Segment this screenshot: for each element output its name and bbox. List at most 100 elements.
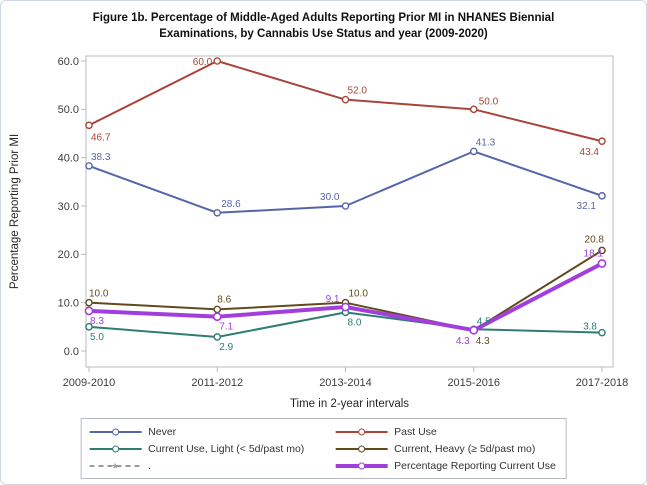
- circle-marker-icon: [357, 428, 365, 435]
- x-tick-label: 2009-2010: [63, 377, 116, 389]
- x-tick-label: 2015-2016: [447, 377, 500, 389]
- legend-item: Current Use, Light (< 5d/past mo): [89, 440, 335, 457]
- data-point-marker: [85, 121, 93, 130]
- data-point-label: 3.8: [583, 322, 597, 333]
- series-0: [85, 147, 606, 217]
- y-tick-label: 50.0: [58, 104, 79, 116]
- data-point-label: 43.4: [580, 147, 600, 158]
- legend-item: *.: [89, 457, 335, 475]
- series-labels-1: 46.7 60.0 52.0 50.0 43.4: [91, 57, 599, 158]
- data-point-label: 32.1: [577, 201, 597, 212]
- data-point-label: 4.3: [476, 336, 490, 347]
- data-point-label: 18.1: [584, 249, 604, 260]
- legend-item: Current, Heavy (≥ 5d/past mo): [335, 440, 556, 457]
- data-point-label: 8.0: [348, 317, 362, 328]
- y-tick-label: 20.0: [58, 249, 79, 261]
- data-point-marker: [598, 328, 606, 337]
- data-point-label: 8.6: [217, 294, 231, 305]
- series-labels-3: 10.0 8.6 10.0 4.3 20.8: [89, 234, 604, 347]
- data-point-marker: [85, 162, 93, 170]
- data-point-label: 41.3: [476, 137, 496, 148]
- data-point-label: 4.3: [456, 336, 470, 347]
- legend-item: Percentage Reporting Current Use: [335, 457, 556, 474]
- data-point-marker: [598, 246, 606, 255]
- data-point-marker: [469, 147, 478, 156]
- y-axis: 0.0 10.0 20.0 30.0 40.0 50.0 60.0: [58, 56, 86, 358]
- series-1: [85, 57, 606, 146]
- data-point-label: 30.0: [320, 192, 340, 203]
- data-point-label: 10.0: [349, 289, 369, 300]
- data-point-label: 2.9: [219, 342, 233, 353]
- circle-marker-icon: [111, 445, 119, 452]
- x-tick-label: 2017-2018: [576, 377, 629, 389]
- data-point-label: 5.0: [90, 332, 104, 343]
- legend-label: Never: [148, 425, 177, 438]
- line-marker-swatch: [335, 443, 388, 455]
- y-tick-label: 60.0: [58, 56, 79, 68]
- data-point-marker: [469, 105, 478, 114]
- circle-marker-icon: [357, 462, 365, 469]
- line-marker-swatch: [89, 443, 142, 455]
- data-point-label: 38.3: [91, 152, 111, 163]
- y-axis-title: Percentage Reporting Prior MI: [9, 134, 21, 289]
- line-marker-swatch: [89, 426, 142, 438]
- series-labels-0: 38.3 28.6 30.0 41.3 32.1: [91, 137, 596, 211]
- data-point-label: 7.1: [219, 322, 233, 333]
- legend-label: Past Use: [394, 425, 437, 438]
- data-point-label: 28.6: [221, 199, 241, 210]
- legend-label: Percentage Reporting Current Use: [394, 459, 556, 472]
- data-point-marker: [85, 323, 93, 331]
- series-line: [88, 261, 603, 333]
- series-line: [88, 249, 603, 332]
- asterisk-marker-icon: *: [112, 459, 118, 475]
- data-point-label: 52.0: [348, 86, 368, 97]
- chart-title: Figure 1b. Percentage of Middle-Aged Adu…: [92, 12, 555, 41]
- data-point-marker: [598, 137, 606, 146]
- data-point-marker: [85, 298, 93, 307]
- circle-marker-icon: [111, 428, 119, 435]
- data-point-marker: [213, 208, 222, 217]
- x-axis-title: Time in 2-year intervals: [290, 398, 409, 410]
- plot-frame: [85, 55, 614, 368]
- y-tick-label: 30.0: [58, 201, 79, 213]
- data-point-marker: [598, 192, 606, 200]
- legend-label: Current, Heavy (≥ 5d/past mo): [394, 442, 536, 455]
- series-labels-2: 5.0 2.9 8.0 4.5 3.8: [90, 316, 597, 353]
- data-point-label: 4.5: [477, 316, 491, 327]
- line-marker-swatch: [335, 460, 388, 472]
- legend-label: Current Use, Light (< 5d/past mo): [148, 442, 305, 455]
- data-point-marker: [597, 259, 607, 268]
- data-point-label: 8.3: [90, 316, 104, 327]
- data-point-marker: [341, 302, 350, 312]
- line-marker-swatch: [335, 426, 388, 438]
- plot-area: 0.0 10.0 20.0 30.0 40.0 50.0 60.0 2009-2010 2011…: [9, 55, 629, 410]
- data-point-label: 50.0: [479, 96, 499, 107]
- y-tick-label: 40.0: [58, 152, 79, 164]
- x-tick-label: 2013-2014: [319, 377, 372, 389]
- legend-label: .: [148, 459, 152, 472]
- data-point-marker: [469, 325, 479, 335]
- data-point-label: 46.7: [91, 132, 111, 143]
- data-point-marker: [213, 333, 222, 341]
- y-tick-label: 10.0: [58, 297, 79, 309]
- legend-item: Never: [89, 423, 335, 440]
- series-labels-4: 8.3 7.1 9.1 4.3 18.1: [90, 249, 603, 348]
- circle-marker-icon: [357, 445, 365, 452]
- series-3: [85, 246, 606, 335]
- x-axis: 2009-2010 2011-2012 2013-2014 2015-2016 2017…: [63, 367, 629, 389]
- series-4: [84, 259, 607, 335]
- data-point-label: 9.1: [326, 294, 340, 305]
- data-point-marker: [213, 305, 222, 314]
- data-point-marker: [212, 312, 222, 322]
- data-point-label: 60.0: [193, 57, 213, 68]
- dashed-line-swatch: *: [89, 459, 142, 475]
- chart-legend: Never Past Use Current Use, Light (< 5d/pa…: [80, 418, 567, 479]
- data-point-label: 20.8: [585, 234, 605, 245]
- y-tick-label: 0.0: [64, 346, 79, 358]
- data-point-marker: [84, 306, 94, 316]
- x-tick-label: 2011-2012: [191, 377, 243, 389]
- legend-item: Past Use: [335, 423, 556, 440]
- data-point-label: 10.0: [89, 289, 109, 300]
- data-point-marker: [341, 202, 350, 210]
